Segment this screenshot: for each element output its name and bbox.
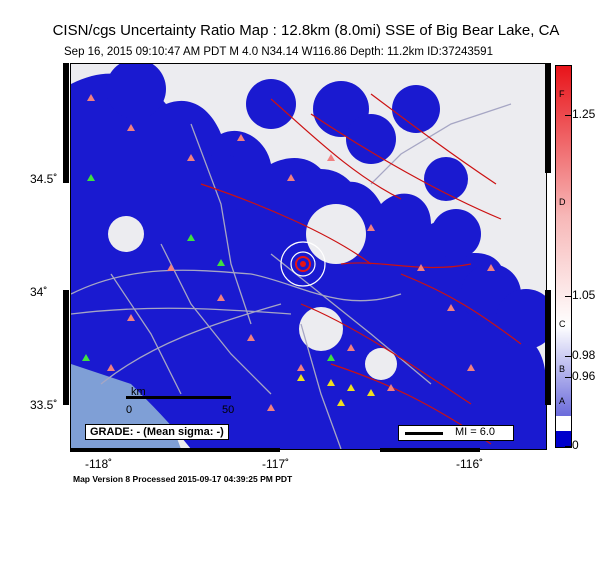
colorbar-zero — [556, 431, 571, 447]
lat-label: 34˚ — [30, 285, 48, 299]
station-markers-yellow — [297, 374, 375, 406]
grade-a: A — [559, 396, 566, 406]
lat-label: 33.5˚ — [30, 398, 58, 412]
frame-edge — [63, 63, 69, 183]
colorbar-high — [556, 66, 571, 216]
grade-b: B — [559, 364, 566, 374]
scale-line — [126, 396, 231, 399]
grade-d: D — [559, 197, 566, 207]
colorbar-label: 1.05 — [572, 288, 596, 302]
colorbar-label: 0.96 — [572, 369, 596, 383]
colorbar-low — [556, 326, 571, 416]
event-subtitle: Sep 16, 2015 09:10:47 AM PDT M 4.0 N34.1… — [64, 46, 493, 58]
mi-label: MI = 6.0 — [455, 426, 496, 438]
map-canvas — [71, 64, 546, 449]
grade-c: C — [559, 319, 566, 329]
colorbar-tick — [565, 446, 571, 447]
mi-line — [405, 432, 443, 435]
colorbar-tick — [565, 115, 571, 116]
uncertainty-map[interactable] — [70, 63, 547, 450]
scale-start: 0 — [126, 404, 133, 416]
epicenter-contours — [280, 241, 326, 287]
colorbar-tick — [565, 356, 571, 357]
scale-end: 50 — [222, 404, 235, 416]
frame-edge — [70, 448, 280, 452]
colorbar-label: 0 — [572, 438, 579, 452]
frame-edge — [545, 63, 551, 173]
lon-label: -117˚ — [262, 457, 290, 471]
lon-label: -118˚ — [85, 457, 113, 471]
lon-label: -116˚ — [456, 457, 484, 471]
colorbar — [555, 65, 572, 448]
colorbar-label: 1.25 — [572, 107, 596, 121]
colorbar-tick — [565, 296, 571, 297]
grade-f: F — [559, 89, 565, 99]
station-markers — [87, 94, 495, 411]
scale-unit: km — [131, 386, 146, 398]
station-markers-green — [82, 174, 335, 361]
footer-processing: Map Version 8 Processed 2015-09-17 04:39… — [73, 474, 293, 484]
frame-edge — [63, 290, 69, 405]
map-title: CISN/cgs Uncertainty Ratio Map : 12.8km … — [52, 22, 560, 39]
colorbar-label: 0.98 — [572, 348, 596, 362]
colorbar-mid — [556, 216, 571, 326]
scale-bar: km 0 50 — [126, 386, 236, 416]
grade-label: GRADE: - (Mean sigma: -) — [85, 424, 229, 440]
frame-edge — [545, 290, 551, 405]
mi-legend: MI = 6.0 — [398, 425, 514, 441]
frame-edge — [380, 448, 480, 452]
lat-label: 34.5˚ — [30, 172, 58, 186]
light-areas — [108, 204, 397, 380]
roads — [71, 103, 512, 449]
colorbar-tick — [565, 377, 571, 378]
